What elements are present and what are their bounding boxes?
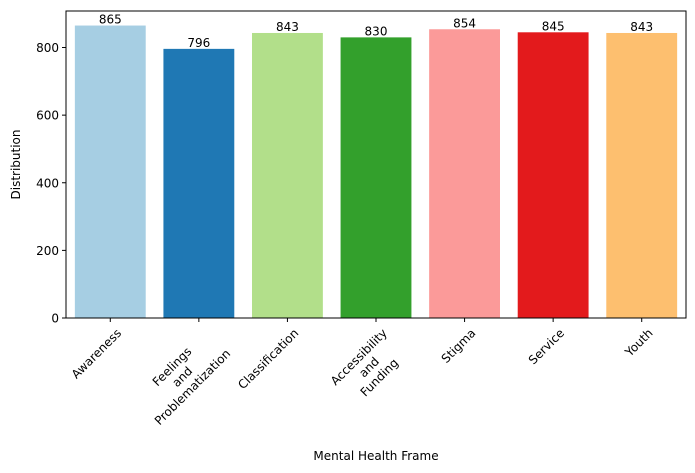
bar-service xyxy=(517,32,589,318)
bar-accessibility-and-funding xyxy=(340,37,412,318)
y-tick-label: 0 xyxy=(51,312,59,326)
bar-stigma xyxy=(429,29,500,318)
x-tick-label: Stigma xyxy=(439,326,479,366)
x-axis-label: Mental Health Frame xyxy=(313,449,438,463)
bar-value-label: 845 xyxy=(542,19,565,33)
x-tick-label-line: Youth xyxy=(622,326,656,360)
y-axis-ticks: 0 200 400 600 800 xyxy=(36,41,66,326)
bar-value-label: 796 xyxy=(187,36,210,50)
bar-value-label: 830 xyxy=(365,24,388,38)
bar-classification xyxy=(252,32,323,319)
bar-value-label: 854 xyxy=(453,16,476,30)
x-tick-label-line: Service xyxy=(526,326,567,367)
bar-value-label: 865 xyxy=(99,13,122,27)
x-tick-label: Service xyxy=(526,326,567,367)
x-tick-label-line: Problematization xyxy=(152,347,233,428)
bars-group xyxy=(74,25,678,319)
x-tick-label: Youth xyxy=(622,326,656,360)
bar-value-label: 843 xyxy=(630,20,653,34)
x-tick-label-line: Stigma xyxy=(439,326,479,366)
bar-value-labels: 865 796 843 830 854 845 843 xyxy=(99,13,653,50)
bar-value-label: 843 xyxy=(276,20,299,34)
y-tick-label: 200 xyxy=(36,244,59,258)
x-tick-label: Classification xyxy=(235,326,301,392)
bar-awareness xyxy=(74,25,146,319)
x-tick-label: Awareness xyxy=(69,326,124,381)
bar-feelings-and-problematization xyxy=(163,48,235,319)
x-tick-label-line: Classification xyxy=(235,326,301,392)
bar-youth xyxy=(606,32,678,319)
plot-area-frame xyxy=(65,10,687,319)
y-axis-label: Distribution xyxy=(9,129,23,199)
y-tick-label: 400 xyxy=(36,176,59,190)
y-tick-label: 800 xyxy=(36,41,59,55)
y-tick-label: 600 xyxy=(36,109,59,123)
x-tick-label-line: Awareness xyxy=(69,326,124,381)
